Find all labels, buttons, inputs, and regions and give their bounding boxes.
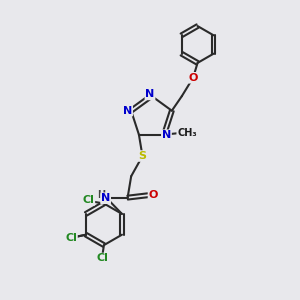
Text: Cl: Cl <box>65 233 77 243</box>
Text: Cl: Cl <box>97 254 108 263</box>
Text: O: O <box>148 190 158 200</box>
Text: H: H <box>97 190 105 200</box>
Text: CH₃: CH₃ <box>177 128 197 138</box>
Text: Cl: Cl <box>82 195 94 205</box>
Text: N: N <box>146 89 154 99</box>
Text: S: S <box>139 151 146 161</box>
Text: N: N <box>101 193 110 203</box>
Text: N: N <box>123 106 132 116</box>
Text: O: O <box>188 73 198 83</box>
Text: N: N <box>162 130 171 140</box>
